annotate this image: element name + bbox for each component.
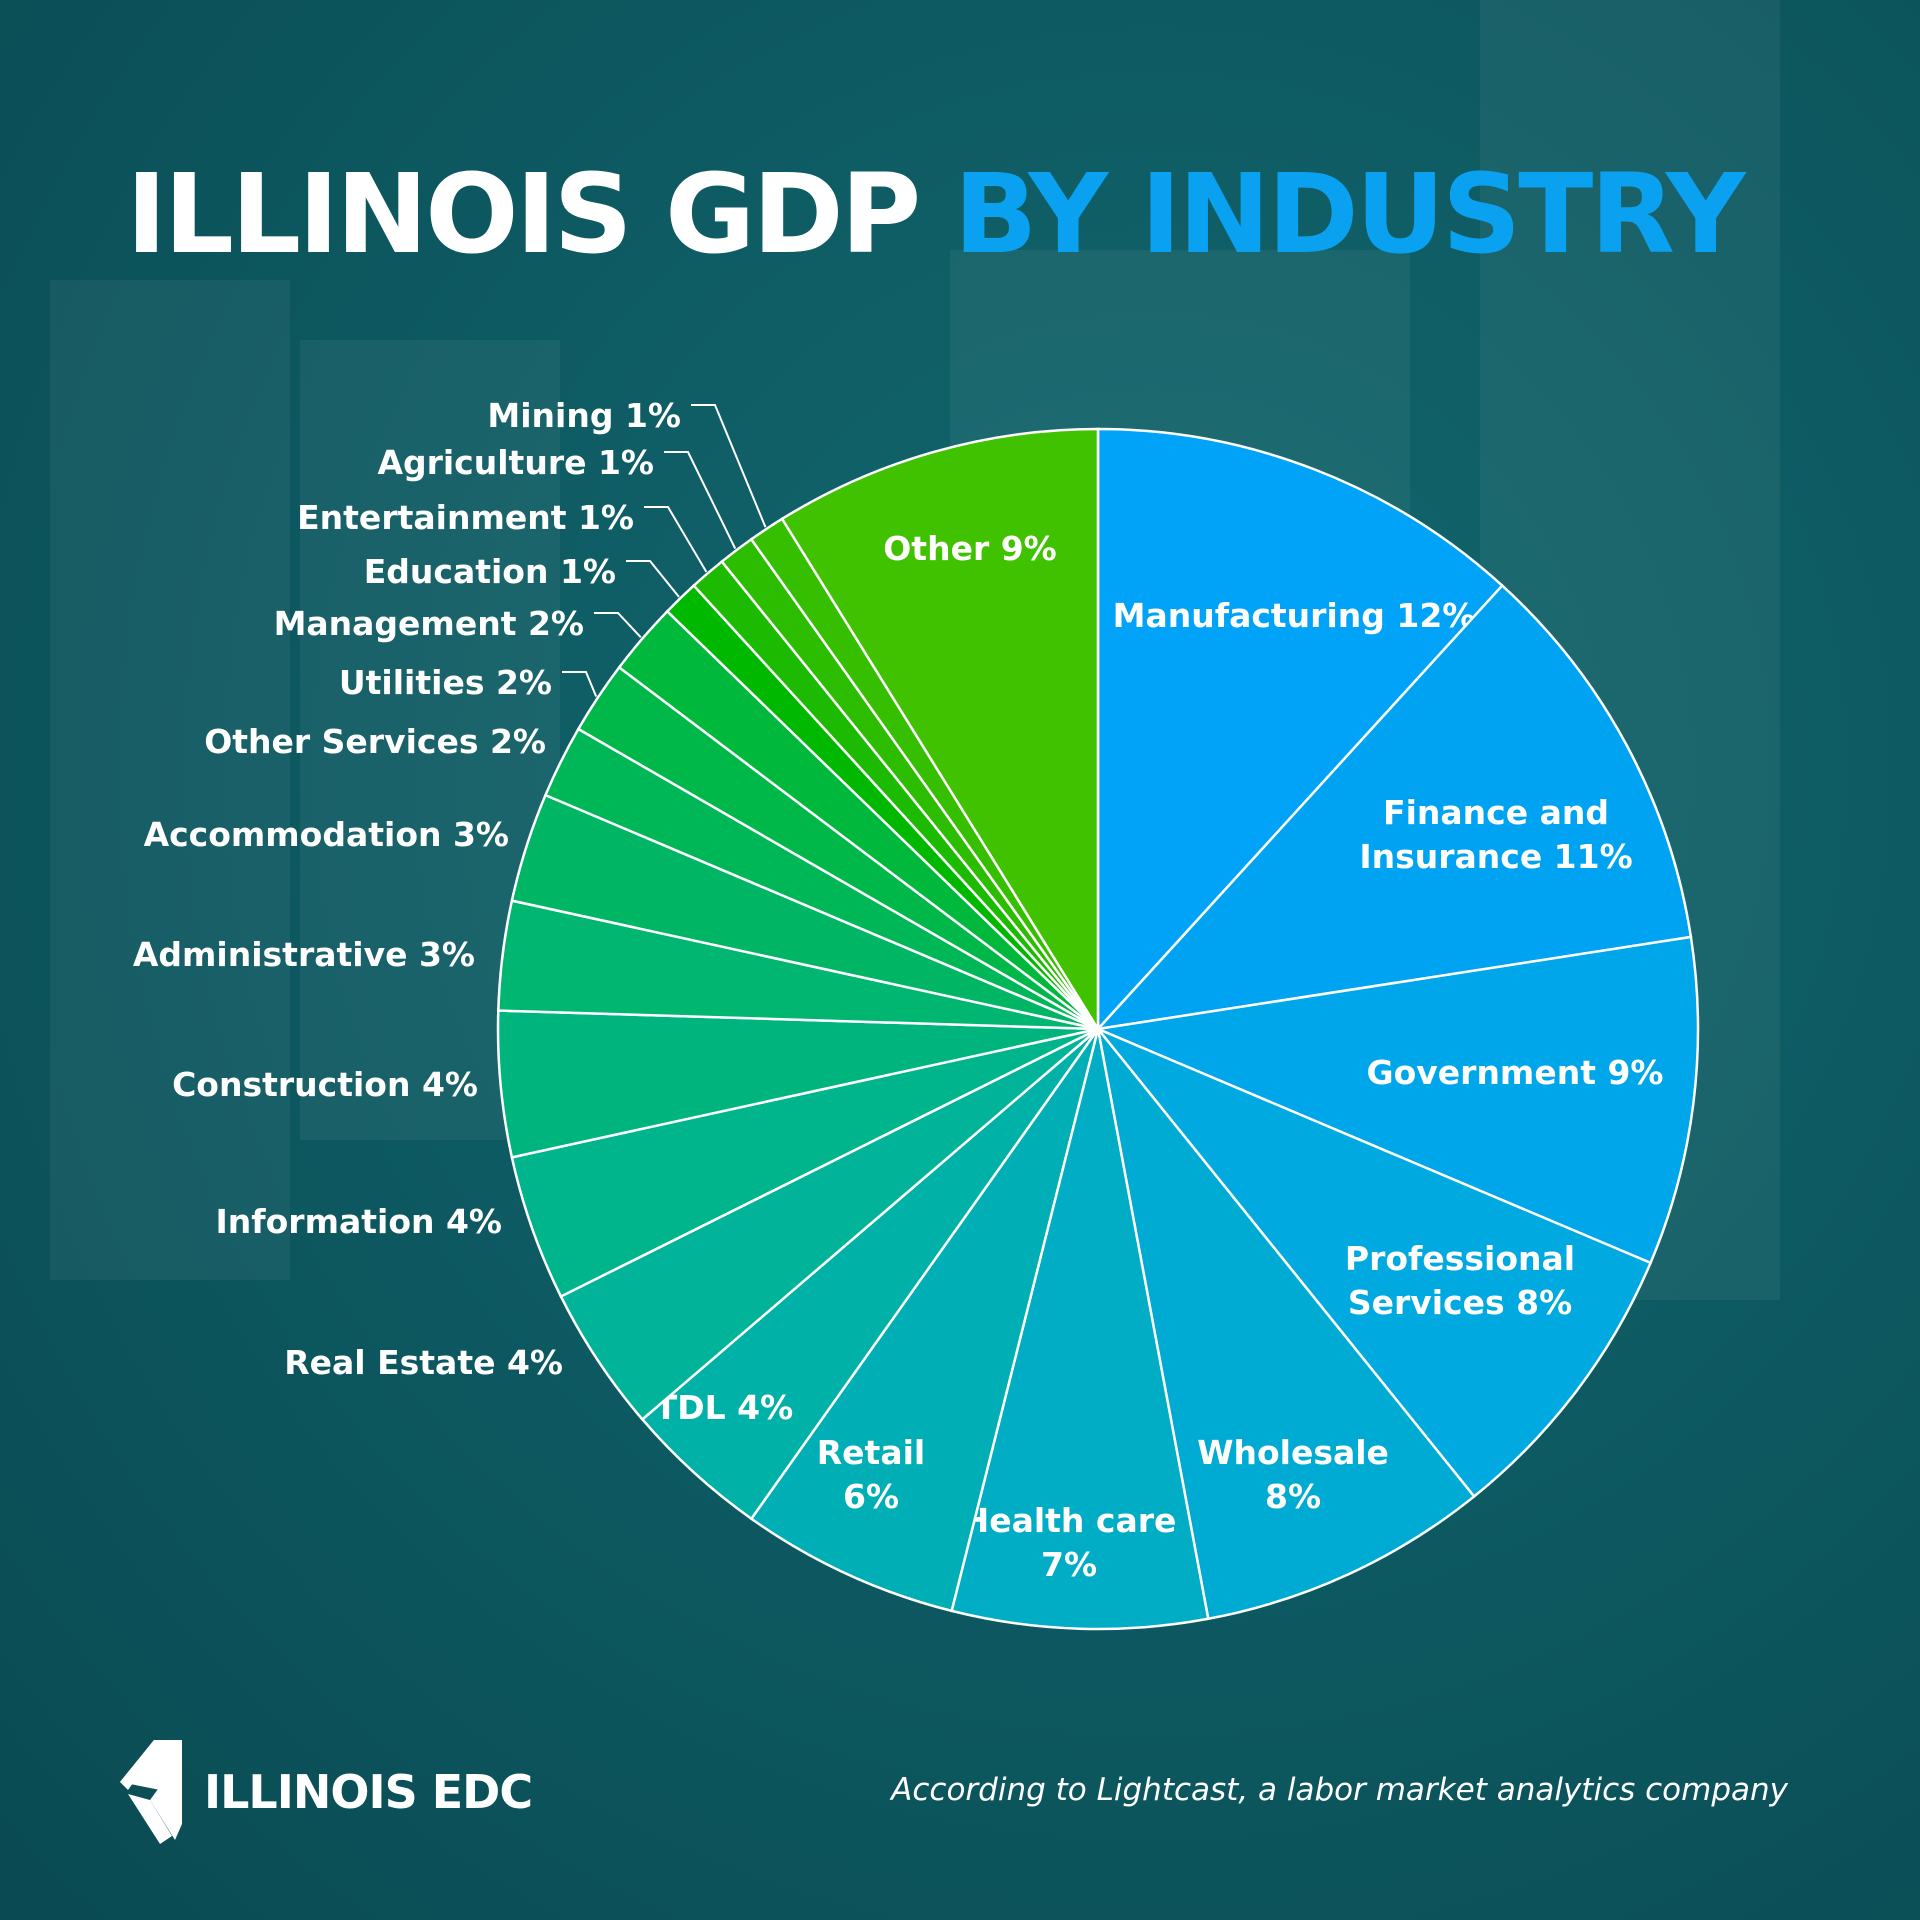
pie-slice-government [1093, 935, 1700, 1265]
leader-line-education [626, 560, 680, 598]
background-building [50, 280, 290, 1280]
slice-label-administrative: Administrative 3% [133, 935, 475, 974]
leader-line-utilities [562, 671, 598, 697]
slice-label-agriculture: Agriculture 1% [377, 443, 654, 482]
leader-line-mining [691, 404, 767, 528]
slice-label-tdl: TDL 4% [655, 1388, 793, 1427]
slice-label-other-services: Other Services 2% [204, 722, 546, 761]
slice-label-accommodation: Accommodation 3% [144, 815, 509, 854]
illinois-edc-logo: ILLINOIS EDC [120, 1740, 533, 1844]
slice-label-finance-and-insurance: Finance and Insurance 11% [1359, 793, 1632, 876]
pie-slice-professional-services [1097, 1027, 1653, 1499]
pie-slice-retail [749, 1028, 1100, 1613]
slice-label-mining: Mining 1% [487, 396, 681, 435]
slice-label-information: Information 4% [216, 1202, 503, 1241]
slice-label-health-care: Health care 7% [962, 1501, 1177, 1584]
pie-slice-health-care [950, 1028, 1210, 1631]
title-part-1: ILLINOIS GDP [126, 150, 921, 278]
slice-label-other: Other 9% [883, 529, 1057, 568]
slice-label-management: Management 2% [274, 604, 584, 643]
slice-label-wholesale: Wholesale 8% [1197, 1433, 1389, 1516]
slice-label-entertainment: Entertainment 1% [297, 498, 634, 537]
slice-label-retail: Retail 6% [817, 1433, 925, 1516]
slice-label-professional-services: Professional Services 8% [1345, 1239, 1575, 1322]
pie-slice-manufacturing [1096, 427, 1504, 1033]
logo-text: ILLINOIS EDC [204, 1765, 533, 1819]
leader-line-entertainment [644, 506, 708, 573]
leader-line-management [594, 612, 642, 639]
slice-label-education: Education 1% [364, 552, 616, 591]
slice-label-real-estate: Real Estate 4% [284, 1343, 563, 1382]
leader-line-agriculture [664, 451, 737, 550]
edc-logo-icon [120, 1740, 182, 1844]
pie-slice-wholesale [1096, 1028, 1476, 1621]
slice-label-manufacturing: Manufacturing 12% [1113, 596, 1476, 635]
pie-slice-finance-and-insurance [1094, 583, 1693, 1031]
source-note: According to Lightcast, a labor market a… [891, 1772, 1788, 1808]
slice-label-utilities: Utilities 2% [339, 663, 552, 702]
slice-label-construction: Construction 4% [172, 1065, 478, 1104]
page-title: ILLINOIS GDP BY INDUSTRY [126, 150, 1746, 278]
title-part-2: BY INDUSTRY [953, 150, 1746, 278]
pie-slice-other [780, 427, 1100, 1034]
slice-label-government: Government 9% [1367, 1053, 1664, 1092]
